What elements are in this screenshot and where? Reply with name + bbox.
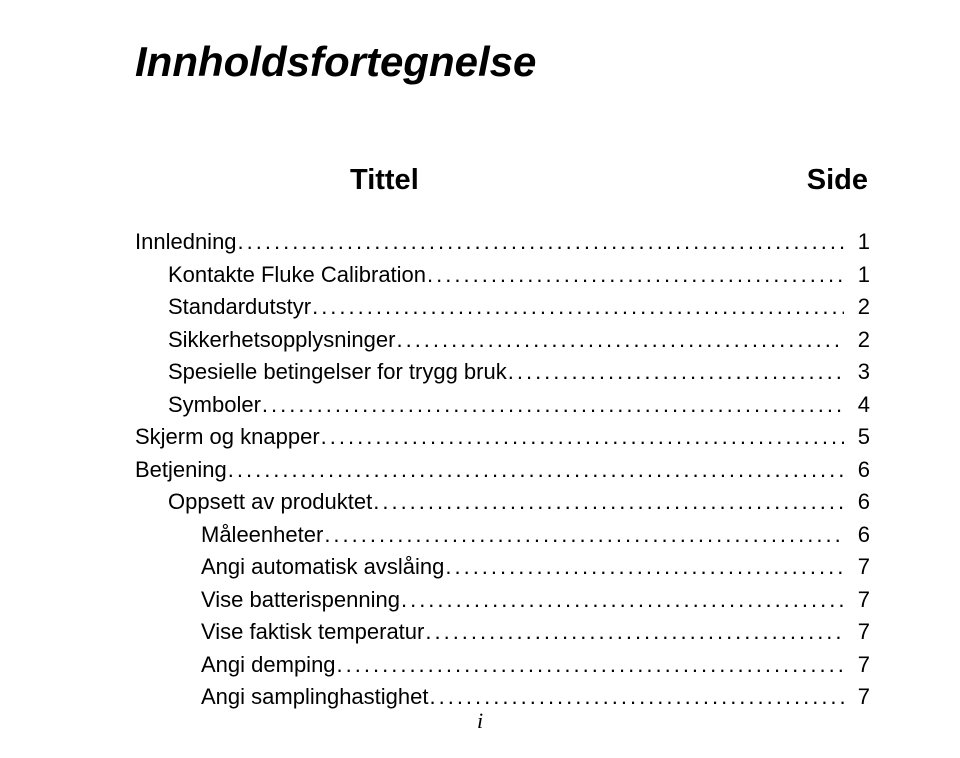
toc-entry-label: Måleenheter	[201, 524, 323, 546]
toc-entry-page: 7	[850, 654, 870, 676]
toc-row: Betjening...............................…	[135, 459, 870, 481]
toc-entry-page: 6	[850, 491, 870, 513]
toc-entry-page: 4	[850, 394, 870, 416]
toc-dot-leader: ........................................…	[238, 231, 844, 253]
toc-entry-page: 1	[850, 264, 870, 286]
toc-row: Innledning..............................…	[135, 231, 870, 253]
toc-entry-label: Vise batterispenning	[201, 589, 400, 611]
toc-row: Sikkerhetsopplysninger..................…	[135, 329, 870, 351]
toc-row: Symboler................................…	[135, 394, 870, 416]
toc-entry-label: Sikkerhetsopplysninger	[168, 329, 395, 351]
toc-entry-label: Standardutstyr	[168, 296, 311, 318]
toc-entry-page: 7	[850, 686, 870, 708]
toc-entry-label: Angi demping	[201, 654, 336, 676]
toc-dot-leader: ........................................…	[396, 329, 844, 351]
toc-list: Innledning..............................…	[135, 231, 870, 708]
toc-entry-label: Skjerm og knapper	[135, 426, 320, 448]
toc-entry-label: Vise faktisk temperatur	[201, 621, 424, 643]
toc-row: Vise faktisk temperatur.................…	[135, 621, 870, 643]
toc-entry-page: 6	[850, 459, 870, 481]
toc-dot-leader: ........................................…	[425, 621, 844, 643]
toc-entry-page: 5	[850, 426, 870, 448]
toc-page: Innholdsfortegnelse Tittel Side Innledni…	[0, 0, 960, 758]
toc-row: Angi automatisk avslåing................…	[135, 556, 870, 578]
toc-dot-leader: ........................................…	[262, 394, 844, 416]
toc-row: Vise batterispenning....................…	[135, 589, 870, 611]
toc-entry-label: Kontakte Fluke Calibration	[168, 264, 426, 286]
toc-dot-leader: ........................................…	[427, 264, 844, 286]
toc-entry-label: Oppsett av produktet	[168, 491, 372, 513]
toc-dot-leader: ........................................…	[429, 686, 844, 708]
toc-dot-leader: ........................................…	[445, 556, 844, 578]
toc-entry-page: 7	[850, 589, 870, 611]
toc-row: Oppsett av produktet....................…	[135, 491, 870, 513]
toc-row: Standardutstyr..........................…	[135, 296, 870, 318]
toc-dot-leader: ........................................…	[321, 426, 844, 448]
toc-entry-page: 2	[850, 329, 870, 351]
toc-header-row: Tittel Side	[135, 164, 870, 197]
toc-dot-leader: ........................................…	[312, 296, 844, 318]
toc-entry-label: Angi samplinghastighet	[201, 686, 428, 708]
toc-dot-leader: ........................................…	[401, 589, 844, 611]
toc-dot-leader: ........................................…	[373, 491, 844, 513]
toc-entry-label: Angi automatisk avslåing	[201, 556, 444, 578]
toc-dot-leader: ........................................…	[508, 361, 844, 383]
toc-row: Angi demping............................…	[135, 654, 870, 676]
toc-header-page: Side	[807, 164, 868, 197]
toc-dot-leader: ........................................…	[324, 524, 844, 546]
toc-dot-leader: ........................................…	[228, 459, 844, 481]
toc-row: Kontakte Fluke Calibration..............…	[135, 264, 870, 286]
toc-entry-page: 7	[850, 621, 870, 643]
toc-entry-label: Spesielle betingelser for trygg bruk	[168, 361, 507, 383]
page-title: Innholdsfortegnelse	[135, 38, 870, 86]
toc-row: Måleenheter.............................…	[135, 524, 870, 546]
toc-row: Angi samplinghastighet..................…	[135, 686, 870, 708]
toc-entry-page: 1	[850, 231, 870, 253]
toc-row: Skjerm og knapper.......................…	[135, 426, 870, 448]
toc-dot-leader: ........................................…	[337, 654, 844, 676]
toc-entry-page: 6	[850, 524, 870, 546]
toc-entry-label: Innledning	[135, 231, 237, 253]
toc-header-title: Tittel	[350, 164, 419, 197]
toc-entry-page: 3	[850, 361, 870, 383]
toc-entry-label: Betjening	[135, 459, 227, 481]
page-number-roman: i	[0, 708, 960, 734]
toc-row: Spesielle betingelser for trygg bruk....…	[135, 361, 870, 383]
toc-entry-page: 2	[850, 296, 870, 318]
toc-entry-page: 7	[850, 556, 870, 578]
toc-entry-label: Symboler	[168, 394, 261, 416]
